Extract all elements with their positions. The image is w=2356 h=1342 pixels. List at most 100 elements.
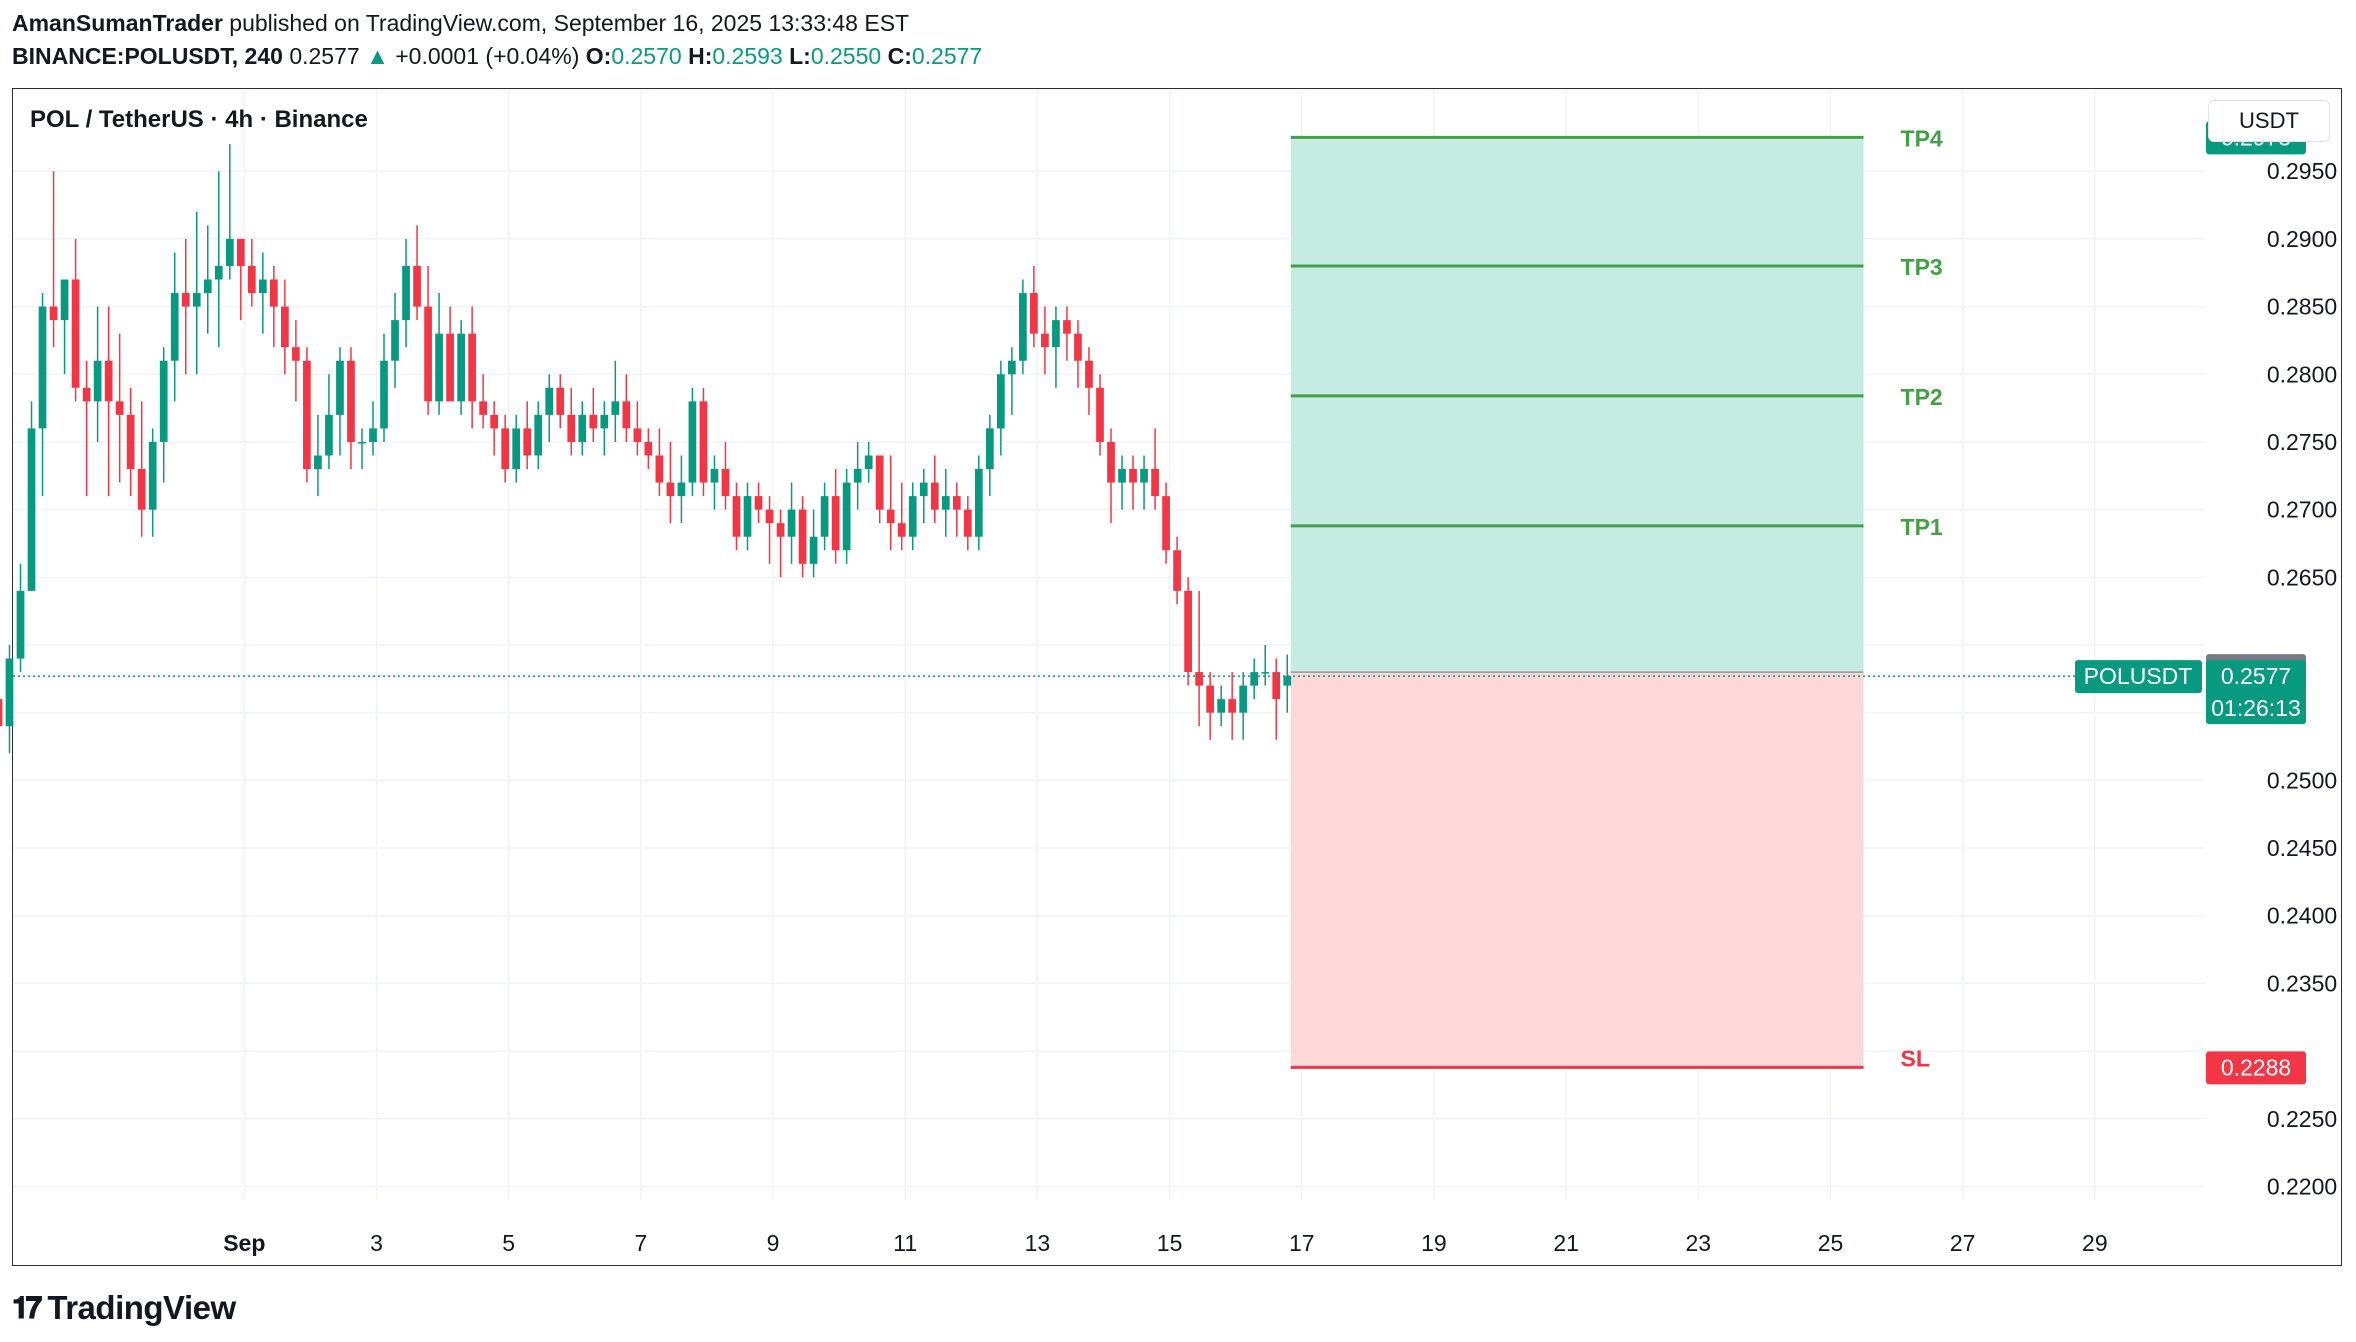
candle-body <box>611 401 620 415</box>
symbol-interval: BINANCE:POLUSDT, 240 <box>12 43 283 69</box>
candle-body <box>941 496 950 510</box>
candle-body <box>1239 685 1248 713</box>
candle-body <box>721 469 730 497</box>
candle-body <box>567 414 576 442</box>
candle-body <box>1041 333 1049 348</box>
candle-body <box>303 360 311 470</box>
candle-body <box>71 279 80 388</box>
current-price-badge <box>2206 660 2306 725</box>
candle-body <box>787 509 796 537</box>
candle-body <box>424 306 432 402</box>
candle-body <box>1063 320 1071 334</box>
candle-body <box>996 374 1005 429</box>
candle-body <box>732 496 741 537</box>
candle-body <box>247 265 256 294</box>
y-tick-label: 0.2700 <box>2267 497 2337 523</box>
candle-body <box>919 482 928 497</box>
stop-price-value: 0.2288 <box>2221 1054 2291 1080</box>
candle-body <box>457 333 465 402</box>
candle-body <box>1195 672 1203 686</box>
candle-body <box>600 414 609 429</box>
candle-body <box>336 360 344 415</box>
candle-body <box>380 360 388 429</box>
candle-body <box>38 306 47 429</box>
y-tick-label: 0.2950 <box>2267 158 2337 184</box>
candle-body <box>1173 550 1181 591</box>
open-value: 0.2570 <box>611 43 682 69</box>
candle-body <box>501 428 510 470</box>
candle-body <box>402 265 410 321</box>
tradingview-logo[interactable]: 𝟏𝟕 TradingView <box>12 1288 236 1328</box>
low-value: 0.2550 <box>810 43 882 69</box>
x-tick-label: 11 <box>893 1230 917 1256</box>
candle-body <box>820 496 829 537</box>
candle-body <box>534 414 543 456</box>
price-change: +0.0001 (+0.04%) <box>395 43 580 69</box>
open-label: O: <box>585 43 612 69</box>
target-label: TP1 <box>1901 514 1943 540</box>
x-tick-label: 21 <box>1553 1230 1579 1256</box>
candle-body <box>16 590 25 659</box>
y-tick-label: 0.2850 <box>2267 294 2337 320</box>
ohlc-line: BINANCE:POLUSDT, 240 0.2577 ▲ +0.0001 (+… <box>12 43 982 70</box>
candle-body <box>853 469 862 483</box>
x-tick-label: 27 <box>1950 1230 1976 1256</box>
candle-body <box>1228 699 1237 713</box>
candle-body <box>809 536 818 564</box>
author-name[interactable]: AmanSumanTrader <box>12 10 223 36</box>
close-value: 0.2577 <box>911 43 983 69</box>
target-label: TP2 <box>1901 384 1943 410</box>
candle-body <box>181 293 190 307</box>
candle-body <box>699 401 708 483</box>
candle-body <box>93 360 102 402</box>
candle-body <box>1074 333 1082 361</box>
x-tick-label: 17 <box>1289 1230 1315 1256</box>
candle-body <box>875 455 884 510</box>
candle-body <box>952 496 961 510</box>
candle-body <box>413 265 421 307</box>
x-tick-label: 9 <box>767 1230 780 1256</box>
candle-body <box>1217 699 1226 713</box>
close-label: C: <box>887 43 912 69</box>
candle-body <box>974 469 983 537</box>
candle-body <box>556 387 565 415</box>
candle-body <box>126 414 135 470</box>
y-tick-label: 0.2900 <box>2267 226 2337 252</box>
target-label: TP4 <box>1901 125 1943 151</box>
candle-body <box>236 238 245 266</box>
candle-body <box>1129 469 1137 483</box>
candle-body <box>115 401 124 415</box>
candle-body <box>1272 672 1281 700</box>
currency-button[interactable]: USDT <box>2208 100 2330 142</box>
x-tick-label: 19 <box>1421 1230 1447 1256</box>
stop-zone <box>1290 672 1864 1068</box>
symbol-badge <box>2075 660 2202 694</box>
candle-body <box>963 509 972 537</box>
candle-body <box>490 414 499 429</box>
x-tick-label: 13 <box>1025 1230 1051 1256</box>
candle-body <box>1052 320 1060 348</box>
target-label: TP3 <box>1901 254 1943 280</box>
high-label: H: <box>688 43 713 69</box>
candle-body <box>776 523 785 537</box>
x-tick-label: 3 <box>370 1230 383 1256</box>
candle-body <box>292 347 300 361</box>
candle-body <box>831 496 840 551</box>
candle-body <box>688 401 697 483</box>
x-tick-label: 23 <box>1686 1230 1712 1256</box>
candle-body <box>203 279 212 294</box>
long-position-tool: TP1 TP2 TP3 TP4 SL <box>1290 125 1943 1071</box>
candle-body <box>908 496 917 537</box>
candle-body <box>512 428 521 470</box>
candle-body <box>214 265 223 280</box>
bar-countdown: 01:26:13 <box>2211 695 2301 721</box>
stop-label: SL <box>1901 1045 1930 1071</box>
publisher-line: AmanSumanTrader published on TradingView… <box>12 10 909 37</box>
current-price-value: 0.2577 <box>2221 663 2291 689</box>
candle-body <box>258 279 267 294</box>
candle-body <box>1008 360 1016 375</box>
stop-price-badge <box>2206 1051 2306 1085</box>
candle-body <box>1250 672 1259 686</box>
candle-body <box>49 306 58 321</box>
